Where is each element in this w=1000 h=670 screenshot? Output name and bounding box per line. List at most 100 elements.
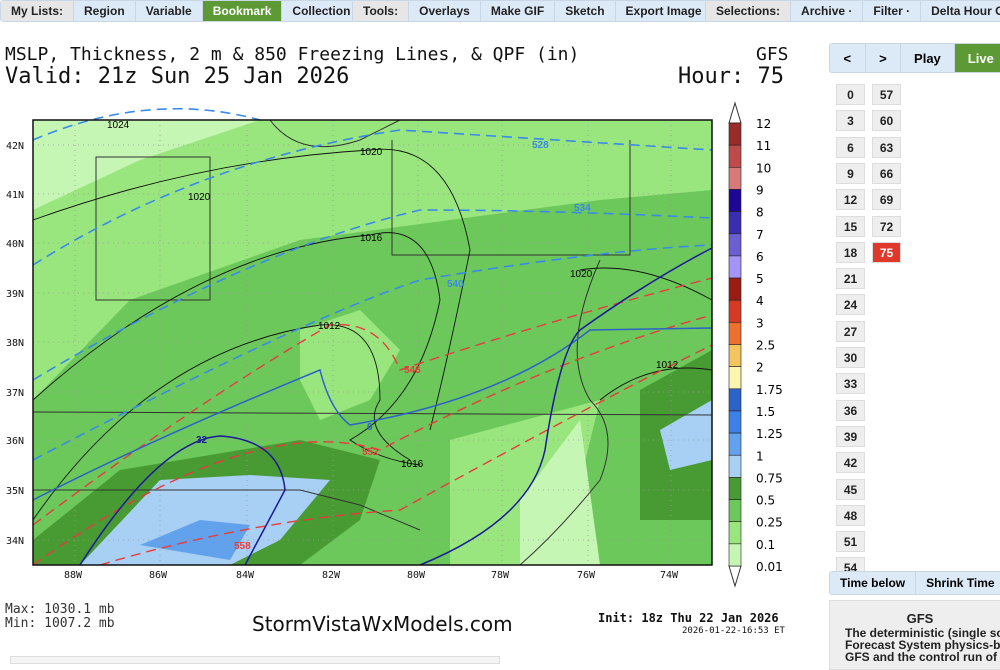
map-title: MSLP, Thickness, 2 m & 850 Freezing Line… bbox=[5, 44, 580, 65]
model-name: GFS bbox=[756, 44, 789, 65]
hour-button-60[interactable]: 60 bbox=[872, 110, 901, 132]
forecast-hour: Hour: 75 bbox=[678, 64, 784, 89]
colorbar-swatch bbox=[728, 322, 742, 345]
isobar-label: 1020 bbox=[360, 147, 383, 158]
freezing-lines bbox=[32, 247, 713, 566]
playback-controls: < > Play Live bbox=[829, 43, 1000, 73]
overlays-button[interactable]: Overlays bbox=[409, 1, 481, 21]
colorbar-swatch bbox=[728, 499, 742, 522]
filter-label: Filter bbox=[873, 4, 903, 18]
isobar-label: 1020 bbox=[570, 269, 593, 280]
isobars bbox=[32, 148, 713, 521]
freezing-label: 0 bbox=[367, 422, 373, 433]
hour-button-63[interactable]: 63 bbox=[872, 136, 901, 158]
colorbar-swatch bbox=[728, 189, 742, 212]
valid-time: Valid: 21z Sun 25 Jan 2026 bbox=[5, 64, 350, 89]
isobar-label: 1024 bbox=[107, 120, 130, 131]
delta-hour-dropdown[interactable]: Delta Hour C bbox=[921, 1, 1000, 21]
colorbar-label: 4 bbox=[756, 294, 764, 308]
colorbar-label: 3 bbox=[756, 316, 764, 330]
hour-button-15[interactable]: 15 bbox=[836, 215, 865, 237]
lat-label: 39N bbox=[6, 289, 24, 300]
thickness-label: 528 bbox=[532, 140, 549, 151]
colorbar-label: 5 bbox=[756, 272, 764, 286]
hour-button-6[interactable]: 6 bbox=[836, 136, 865, 158]
dropdown-dot-icon: · bbox=[906, 4, 911, 18]
lat-label: 37N bbox=[6, 388, 24, 399]
colorbar-label: 1.75 bbox=[756, 383, 783, 397]
region-button[interactable]: Region bbox=[74, 1, 136, 21]
colorbar-swatch bbox=[728, 388, 742, 412]
hour-button-30[interactable]: 30 bbox=[836, 347, 865, 368]
hour-button-42[interactable]: 42 bbox=[836, 452, 865, 474]
sketch-button[interactable]: Sketch bbox=[555, 1, 616, 21]
colorbar-swatch bbox=[728, 167, 742, 190]
colorbar-label: 0.25 bbox=[756, 516, 783, 530]
hour-button-36[interactable]: 36 bbox=[836, 399, 865, 421]
colorbar-label: 8 bbox=[756, 206, 764, 220]
colorbar-swatch bbox=[728, 299, 742, 323]
description-line: GFS and the control run of th bbox=[845, 650, 1000, 664]
colorbar-swatch bbox=[728, 432, 742, 456]
hour-button-57[interactable]: 57 bbox=[872, 84, 901, 105]
qpf-shading bbox=[33, 120, 712, 565]
variable-button[interactable]: Variable bbox=[136, 1, 203, 21]
lon-label: 84W bbox=[236, 570, 255, 581]
lon-label: 82W bbox=[322, 570, 341, 581]
export-image-button[interactable]: Export Image bbox=[616, 1, 713, 21]
hour-button-66[interactable]: 66 bbox=[872, 162, 901, 184]
filter-dropdown[interactable]: Filter · bbox=[863, 1, 922, 21]
archive-dropdown[interactable]: Archive · bbox=[791, 1, 864, 21]
hour-button-69[interactable]: 69 bbox=[872, 189, 901, 211]
colorbar-swatch bbox=[728, 366, 742, 390]
freezing-label: 32 bbox=[196, 435, 208, 446]
colorbar-label: 10 bbox=[756, 161, 771, 175]
dropdown-dot-icon: · bbox=[848, 4, 853, 18]
hour-button-45[interactable]: 45 bbox=[836, 478, 865, 500]
hour-button-18[interactable]: 18 bbox=[836, 241, 865, 263]
lat-label: 42N bbox=[6, 141, 24, 152]
hour-button-75[interactable]: 75 bbox=[872, 241, 901, 263]
archive-label: Archive bbox=[801, 4, 846, 18]
hour-button-39[interactable]: 39 bbox=[836, 425, 865, 447]
selections-bar: Selections: Archive · Filter · Delta Hou… bbox=[705, 0, 1000, 22]
tools-bar: Tools: Overlays Make GIF Sketch Export I… bbox=[352, 0, 714, 22]
bookmark-button[interactable]: Bookmark bbox=[202, 1, 283, 21]
hour-button-21[interactable]: 21 bbox=[836, 268, 865, 290]
next-button[interactable]: > bbox=[866, 44, 902, 72]
hour-button-51[interactable]: 51 bbox=[836, 531, 865, 553]
hour-button-24[interactable]: 24 bbox=[836, 294, 865, 316]
tools-label: Tools: bbox=[353, 1, 410, 21]
time-below-button[interactable]: Time below bbox=[830, 572, 917, 594]
colorbar-swatch bbox=[728, 477, 742, 500]
description-title: GFS bbox=[906, 611, 934, 626]
hour-button-9[interactable]: 9 bbox=[836, 162, 865, 184]
hour-button-33[interactable]: 33 bbox=[836, 373, 865, 395]
live-button[interactable]: Live bbox=[954, 44, 1000, 72]
colorbar-label: 0.1 bbox=[756, 538, 775, 552]
hour-button-0[interactable]: 0 bbox=[836, 84, 865, 105]
hour-button-72[interactable]: 72 bbox=[872, 215, 901, 237]
colorbar-label: 0.75 bbox=[756, 471, 783, 485]
colorbar-swatch bbox=[728, 122, 742, 146]
colorbar-swatch bbox=[728, 277, 742, 301]
isobar-label: 1016 bbox=[401, 459, 424, 470]
hour-button-48[interactable]: 48 bbox=[836, 504, 865, 526]
selections-label: Selections: bbox=[706, 1, 792, 21]
prev-button[interactable]: < bbox=[830, 44, 866, 72]
colorbar-label: 7 bbox=[756, 228, 764, 242]
play-button[interactable]: Play bbox=[901, 44, 955, 72]
colorbar-swatch bbox=[728, 410, 742, 434]
hour-button-12[interactable]: 12 bbox=[836, 189, 865, 211]
lat-label: 34N bbox=[6, 536, 24, 547]
hour-button-27[interactable]: 27 bbox=[836, 320, 865, 342]
shrink-time-button[interactable]: Shrink Time bbox=[916, 572, 1000, 594]
colorbar-swatch bbox=[728, 543, 742, 567]
hour-button-3[interactable]: 3 bbox=[836, 110, 865, 132]
thickness-label: 546 bbox=[404, 365, 421, 376]
thickness-label: 534 bbox=[574, 203, 591, 214]
colorbar-swatch bbox=[728, 144, 742, 168]
model-description: GFS The deterministic (single sol Foreca… bbox=[829, 600, 1000, 670]
make-gif-button[interactable]: Make GIF bbox=[481, 1, 556, 21]
collection-button[interactable]: Collection bbox=[282, 1, 362, 21]
